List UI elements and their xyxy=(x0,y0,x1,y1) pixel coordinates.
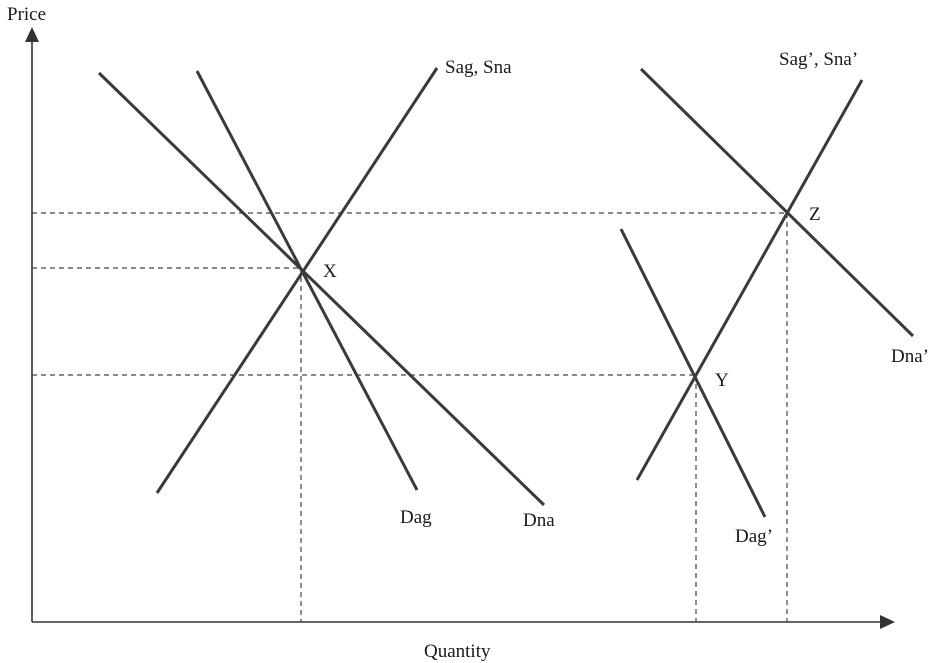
point-y-label: Y xyxy=(715,370,729,391)
point-x-label: X xyxy=(323,261,337,282)
supply-curve-shifted xyxy=(635,79,864,481)
demand-curve-ag xyxy=(195,70,419,491)
demand-curve-na xyxy=(97,71,546,507)
demand-ag-curve-label: Dag xyxy=(400,507,432,528)
supply-curve-label: Sag, Sna xyxy=(445,57,512,78)
demand-curve-na-shifted xyxy=(639,67,915,338)
demand-curve-ag-shifted xyxy=(619,228,767,518)
supply-curve xyxy=(155,67,439,494)
price-axis-arrow xyxy=(25,27,39,42)
demand-na-curve-label: Dna xyxy=(523,510,555,531)
demand-ag-shifted-curve-label: Dag’ xyxy=(735,526,773,547)
price-axis-label: Price xyxy=(7,4,46,25)
point-z-label: Z xyxy=(809,204,821,225)
quantity-axis-arrow xyxy=(880,615,895,629)
quantity-axis-label: Quantity xyxy=(424,641,491,662)
supply-shifted-curve-label: Sag’, Sna’ xyxy=(779,49,858,70)
demand-na-shifted-curve-label: Dna’ xyxy=(891,346,929,367)
